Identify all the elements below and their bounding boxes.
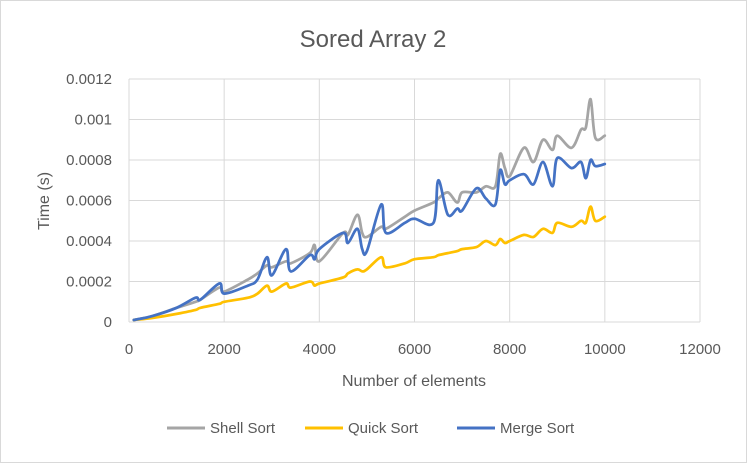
y-tick-label: 0.0004 — [66, 233, 112, 250]
legend-label-merge: Merge Sort — [500, 420, 575, 437]
y-axis-title: Time (s) — [36, 172, 53, 230]
gridlines — [128, 78, 701, 323]
x-axis-title: Number of elements — [342, 373, 486, 390]
y-tick-label: 0.0008 — [66, 152, 112, 169]
series-line-merge — [132, 156, 607, 322]
y-axis-ticks: 0 0.0002 0.0004 0.0006 0.0008 0.001 0.0012 — [66, 71, 112, 331]
y-tick-label: 0 — [104, 314, 112, 331]
series-line-quick — [132, 205, 607, 322]
y-tick-label: 0.001 — [74, 112, 112, 129]
legend-label-shell: Shell Sort — [210, 420, 276, 437]
series-lines — [132, 97, 607, 322]
x-tick-label: 12000 — [679, 341, 721, 358]
series-line-shell — [132, 97, 607, 322]
y-tick-label: 0.0006 — [66, 193, 112, 210]
legend-label-quick: Quick Sort — [348, 420, 419, 437]
x-axis-ticks: 0 2000 4000 6000 8000 10000 12000 — [125, 341, 721, 358]
x-tick-label: 8000 — [493, 341, 526, 358]
chart-title: Sored Array 2 — [300, 26, 447, 53]
x-tick-label: 4000 — [303, 341, 336, 358]
y-tick-label: 0.0002 — [66, 274, 112, 291]
x-tick-label: 6000 — [398, 341, 431, 358]
x-tick-label: 10000 — [584, 341, 626, 358]
legend: Shell Sort Quick Sort Merge Sort — [167, 420, 575, 437]
x-tick-label: 2000 — [207, 341, 240, 358]
y-tick-label: 0.0012 — [66, 71, 112, 88]
x-tick-label: 0 — [125, 341, 133, 358]
